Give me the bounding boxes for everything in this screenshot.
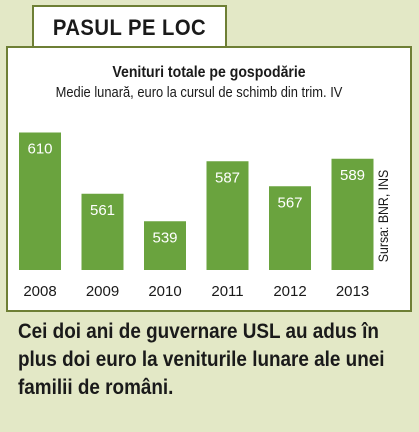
x-tick-label: 2010 [148, 283, 181, 300]
x-tick-label: 2012 [273, 283, 306, 300]
header-strip: PASUL PE LOC [0, 0, 419, 47]
page-title: PASUL PE LOC [52, 15, 207, 40]
chart-subtitle: Medie lunară, euro la cursul de schimb d… [55, 84, 343, 101]
bar-2010 [144, 221, 186, 270]
chart-panel: Venituri totale pe gospodărie Medie luna… [6, 46, 412, 312]
bar-value-label: 587 [215, 169, 240, 186]
bar-value-label: 561 [90, 202, 115, 219]
bar-value-label: 539 [152, 229, 177, 246]
bar-value-label: 610 [27, 141, 52, 158]
bar-2012 [269, 186, 311, 270]
x-tick-label: 2008 [23, 283, 56, 300]
header-badge: PASUL PE LOC [32, 5, 227, 47]
bar-chart: 610 2008 561 2009 539 2010 587 2011 567 2012 589 20… [19, 132, 374, 300]
bar-2011 [206, 161, 249, 270]
bar-2009 [81, 193, 124, 270]
x-tick-label: 2013 [336, 283, 369, 300]
bar-2013 [331, 158, 374, 270]
x-tick-label: 2009 [86, 283, 119, 300]
x-tick-label: 2011 [211, 283, 243, 300]
source-note: Sursa: BNR, INS [375, 169, 391, 263]
chart-title: Venituri totale pe gospodărie [112, 64, 306, 81]
bar-value-label: 567 [277, 194, 302, 211]
bar-2008 [19, 132, 61, 270]
bar-value-label: 589 [340, 167, 365, 184]
caption-text: Cei doi ani de guvernare USL au adus în … [18, 320, 385, 399]
